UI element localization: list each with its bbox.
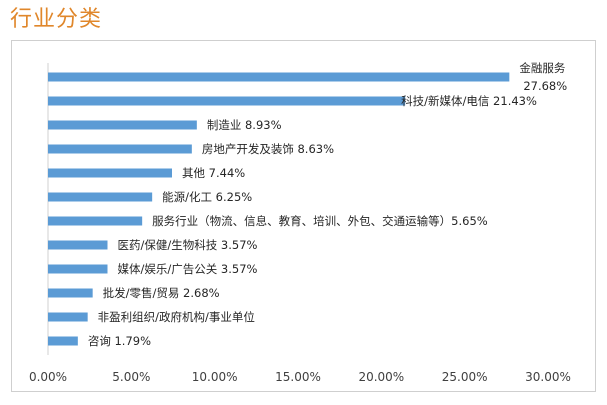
bar-labels-group: 金融服务 27.68%科技/新媒体/电信 21.43% 制造业 8.93% 房地产开发…	[88, 61, 567, 348]
bar-label-11: 咨询 1.79%	[88, 334, 151, 348]
bar-11	[48, 336, 78, 346]
bar-label-1: 科技/新媒体/电信 21.43%	[401, 94, 537, 108]
x-tick-label-4: 20.00%	[358, 370, 404, 384]
bar-3	[48, 144, 192, 154]
bar-label-5: 能源/化工 6.25%	[162, 190, 252, 204]
bar-label-0: 金融服务	[519, 61, 565, 75]
bar-label-4: 其他 7.44%	[182, 166, 245, 180]
bar-5	[48, 192, 153, 202]
x-tick-label-5: 25.00%	[442, 370, 488, 384]
page-title: 行业分类	[10, 7, 103, 32]
bar-label-6: 服务行业（物流、信息、教育、培训、外包、交通运输等）5.65%	[152, 214, 488, 228]
bar-4	[48, 168, 172, 178]
x-tick-label-6: 30.00%	[525, 370, 571, 384]
bar-label-2: 制造业 8.93%	[207, 118, 282, 132]
bar-2	[48, 120, 197, 130]
bar-label-3: 房地产开发及装饰 8.63%	[202, 142, 334, 156]
bar-label-9: 批发/零售/贸易 2.68%	[103, 286, 220, 300]
bar-value-label-0: 27.68%	[523, 79, 567, 93]
x-tick-label-3: 15.00%	[275, 370, 321, 384]
x-tick-label-0: 0.00%	[29, 370, 67, 384]
bar-label-7: 医药/保健/生物科技 3.57%	[118, 238, 258, 252]
x-axis-ticks: 0.00% 5.00% 10.00% 15.00% 20.00% 25.00% 30.00%	[29, 370, 571, 384]
bar-6	[48, 216, 143, 226]
bar-0	[48, 72, 510, 82]
bar-1	[48, 96, 406, 106]
bars-group	[48, 72, 510, 346]
bar-9	[48, 288, 93, 298]
bar-label-8: 媒体/娱乐/广告公关 3.57%	[118, 262, 258, 276]
bar-8	[48, 264, 108, 274]
x-tick-label-2: 10.00%	[192, 370, 238, 384]
bar-label-10: 非盈利组织/政府机构/事业单位	[98, 310, 255, 324]
x-tick-label-1: 5.00%	[112, 370, 150, 384]
bar-10	[48, 312, 88, 322]
bar-7	[48, 240, 108, 250]
